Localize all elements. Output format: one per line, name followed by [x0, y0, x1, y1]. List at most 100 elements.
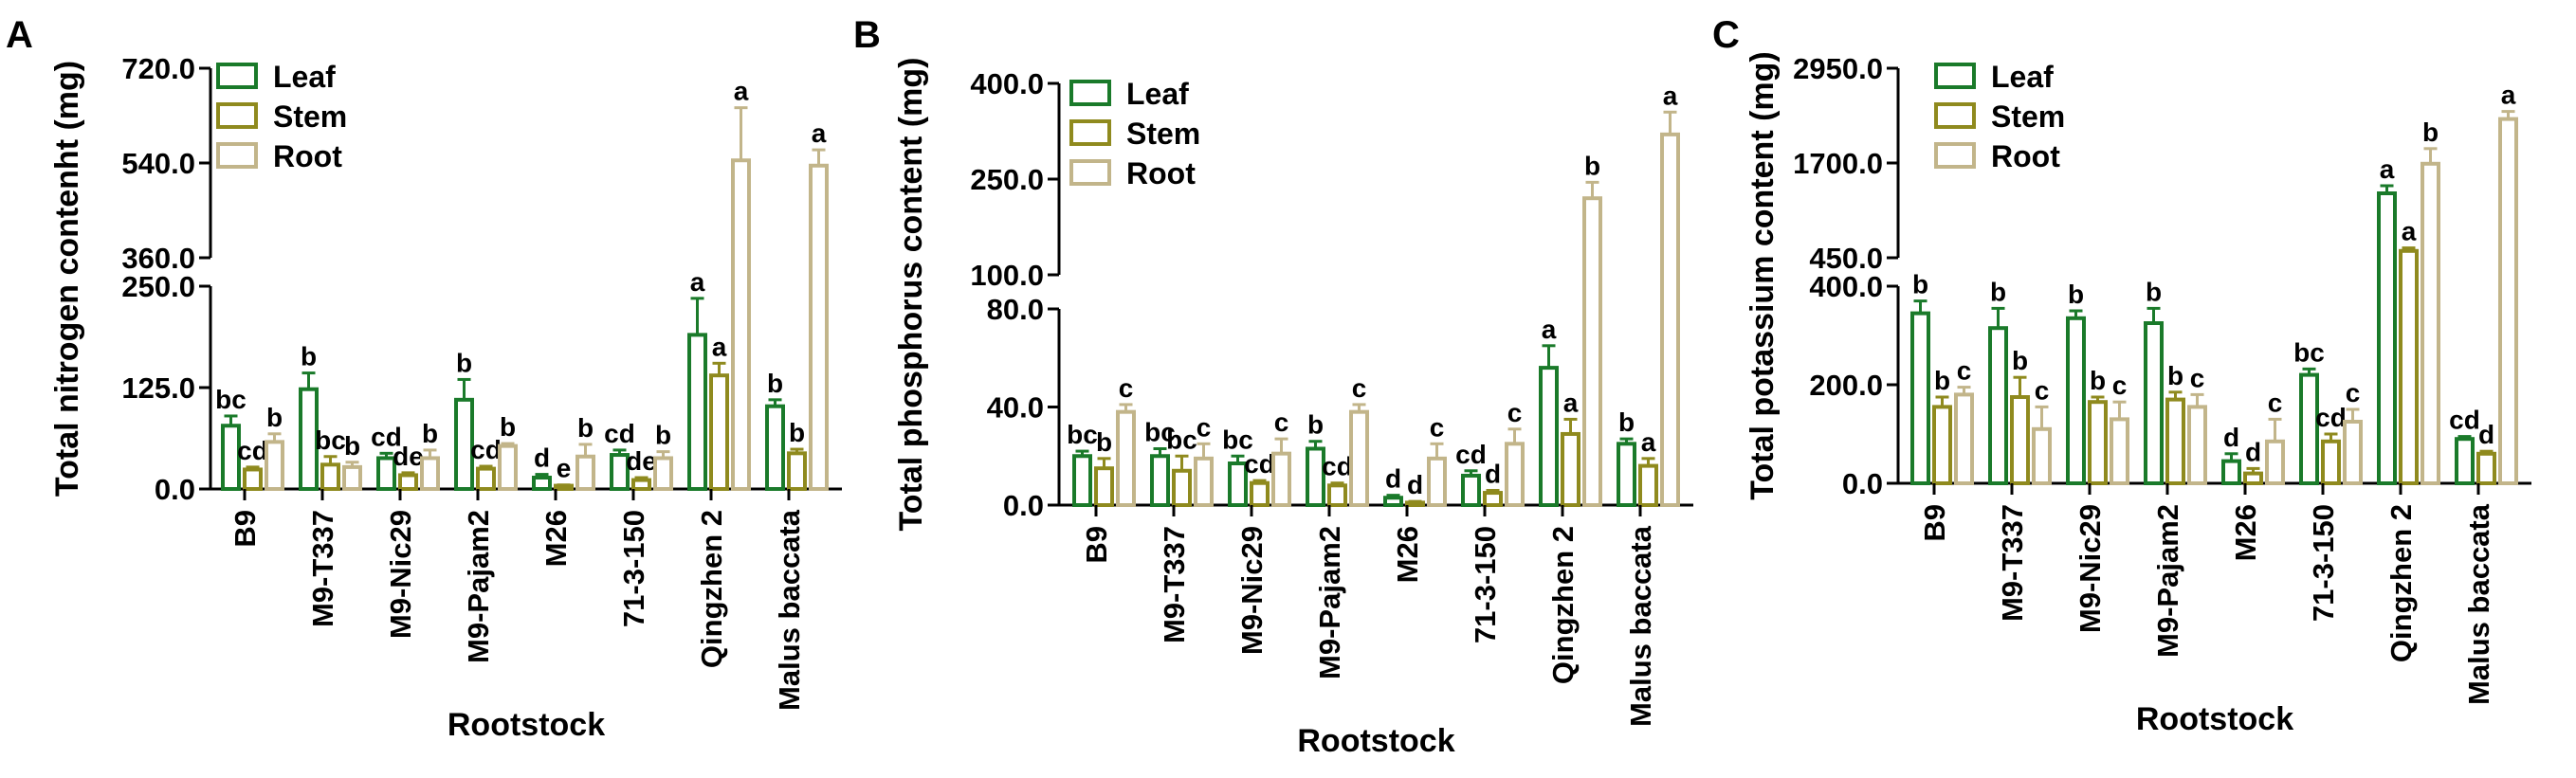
significance-letter: b — [767, 369, 783, 398]
y-tick-label: 250.0 — [970, 163, 1044, 196]
bar-root — [342, 464, 362, 491]
bar-leaf — [2377, 191, 2397, 485]
legend-label: Stem — [273, 100, 347, 134]
bar-stem — [631, 478, 651, 492]
bar-stem — [2321, 439, 2341, 485]
legend-label: Leaf — [1126, 77, 1189, 111]
x-tick-label: M9-Pajam2 — [462, 510, 495, 663]
significance-letter: cd — [1244, 449, 1275, 479]
legend-label: Stem — [1991, 100, 2065, 134]
bar-root — [653, 456, 673, 491]
significance-letter: d — [2245, 437, 2261, 466]
bar-root — [1505, 442, 1525, 507]
bar-stem — [1932, 405, 1952, 485]
x-tick-label: Malus baccata — [773, 509, 806, 711]
x-tick-label: B9 — [228, 510, 262, 548]
significance-letter: c — [1507, 398, 1523, 427]
bar-stem — [1094, 466, 1114, 507]
significance-letter: a — [1563, 388, 1579, 417]
legend-label: Root — [1126, 156, 1196, 190]
bar-root — [1660, 132, 1680, 507]
significance-letter: b — [500, 412, 516, 442]
significance-letter: d — [534, 443, 550, 473]
y-tick-label: 250.0 — [121, 270, 195, 303]
bar-root — [1116, 409, 1136, 507]
bar-leaf — [1072, 454, 1092, 507]
bar-leaf — [1910, 311, 1930, 485]
bar-leaf — [2066, 316, 2086, 485]
significance-letter: b — [577, 413, 594, 443]
significance-letter: d — [1485, 459, 1501, 488]
bar-stem — [787, 451, 807, 491]
significance-letter: cd — [2315, 403, 2347, 432]
bar-stem — [2399, 248, 2419, 485]
bar-leaf — [1150, 454, 1170, 507]
significance-letter: cd — [470, 435, 502, 464]
y-tick-label: 720.0 — [121, 52, 195, 85]
significance-letter: bc — [215, 385, 247, 414]
bar-root — [265, 440, 284, 491]
significance-letter: d — [2478, 420, 2494, 449]
bar-stem — [1327, 483, 1347, 507]
significance-letter: cd — [1322, 452, 1353, 481]
significance-letter: b — [2422, 118, 2439, 147]
significance-letter: b — [1584, 151, 1600, 180]
significance-letter: c — [2268, 388, 2283, 417]
x-tick-label: Qingzhen 2 — [695, 510, 728, 668]
significance-letter: c — [1119, 373, 1134, 403]
legend-swatch-root — [1934, 142, 1976, 169]
y-tick-label: 125.0 — [121, 371, 195, 405]
legend-swatch-stem — [1069, 119, 1111, 146]
legend-swatch-leaf — [216, 63, 258, 89]
x-tick-label: B9 — [1918, 504, 1951, 542]
y-axis-title: Total phosphorus content (mg) — [893, 58, 929, 532]
bar-stem — [1561, 431, 1580, 507]
significance-letter: b — [1912, 270, 1928, 299]
significance-letter: b — [1990, 277, 2006, 306]
significance-letter: b — [1618, 407, 1635, 437]
significance-letter: d — [2223, 423, 2239, 452]
significance-letter: a — [690, 267, 705, 297]
x-tick-label: M26 — [539, 510, 573, 567]
significance-letter: b — [2167, 361, 2183, 390]
bar-root — [2498, 117, 2518, 485]
legend-label: Root — [273, 139, 342, 173]
significance-letter: a — [712, 332, 727, 361]
panel-letter: B — [853, 14, 881, 56]
significance-letter: c — [1957, 356, 1972, 386]
bar-stem — [1250, 480, 1270, 507]
x-tick-label: M9-Pajam2 — [2151, 504, 2184, 658]
bar-root — [1954, 392, 1974, 485]
significance-letter: b — [1934, 366, 1950, 395]
significance-letter: b — [344, 431, 360, 461]
x-tick-label: M9-Pajam2 — [1313, 526, 1346, 679]
bar-leaf — [1383, 496, 1403, 507]
x-axis-title: Rootstock — [2136, 701, 2293, 737]
significance-letter: a — [1663, 81, 1678, 110]
significance-letter: b — [266, 403, 283, 432]
bar-root — [2265, 439, 2285, 485]
legend-label: Leaf — [273, 60, 336, 94]
x-tick-label: M9-T337 — [1996, 504, 2029, 622]
significance-letter: b — [655, 421, 671, 450]
x-tick-label: B9 — [1080, 526, 1113, 564]
legend-swatch-root — [1069, 159, 1111, 186]
significance-letter: b — [2090, 366, 2106, 395]
bar-leaf — [2144, 321, 2164, 485]
significance-letter: de — [626, 446, 657, 476]
y-tick-label: 100.0 — [970, 259, 1044, 292]
x-tick-label: M9-Nic29 — [2074, 504, 2107, 633]
bar-root — [2421, 161, 2440, 486]
significance-letter: d — [1407, 470, 1423, 499]
bar-root — [1271, 451, 1291, 508]
significance-letter: cd — [2449, 406, 2480, 435]
bar-stem — [2165, 397, 2185, 486]
bar-stem — [709, 373, 729, 491]
significance-letter: b — [2012, 346, 2028, 375]
legend-swatch-root — [216, 142, 258, 169]
bar-stem — [1483, 491, 1503, 507]
bar-stem — [2010, 395, 2030, 485]
bar-root — [2187, 405, 2207, 485]
